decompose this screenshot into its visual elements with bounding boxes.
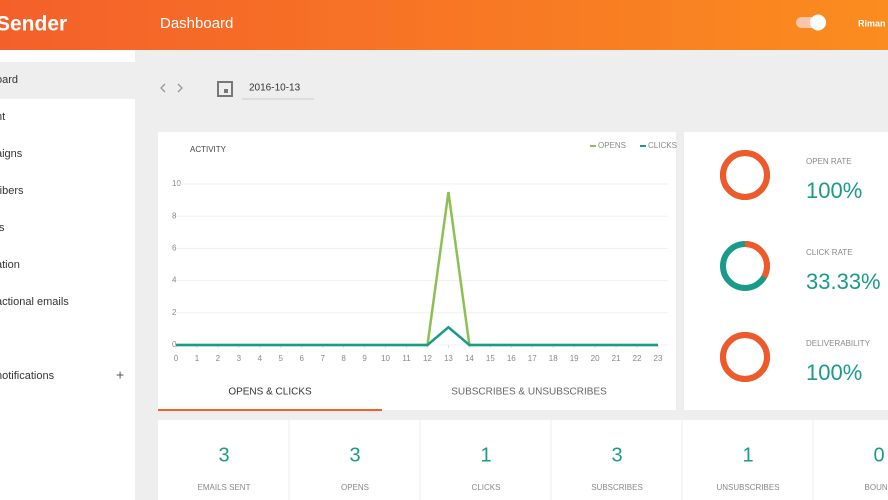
gauge-arc [720,241,770,291]
x-tick-label: 1 [195,354,200,363]
stat-label: UNSUBSCRIBES [716,483,779,492]
y-tick-label: 6 [172,244,177,253]
stat-value: 3 [349,444,360,466]
x-tick-label: 6 [300,354,305,363]
x-tick-label: 8 [341,354,346,363]
rate-label: CLICK RATE [806,248,853,257]
sidebar-item[interactable]: nt [0,111,5,123]
x-tick-label: 9 [362,354,367,363]
sidebar-item[interactable]: aigns [0,148,23,160]
rate-value: 33.33% [806,269,881,294]
gauge-arc [720,332,770,382]
stat-label: EMAILS SENT [198,483,251,492]
stat-value: 3 [218,444,229,466]
stat-label: BOUNC [865,483,888,492]
stat-label: CLICKS [472,483,501,492]
page-title: Dashboard [160,15,233,32]
x-tick-label: 17 [528,354,537,363]
sidebar-item[interactable]: ts [0,222,5,234]
sidebar-item[interactable]: actional emails [0,296,69,308]
sidebar-item[interactable]: notifications [0,370,55,382]
rates-card [684,132,888,410]
x-tick-label: 20 [591,354,600,363]
next-button[interactable] [177,83,183,93]
y-tick-label: 2 [172,308,177,317]
x-tick-label: 10 [381,354,390,363]
rate-value: 100% [806,178,862,203]
legend-label: CLICKS [648,141,677,150]
x-tick-label: 2 [216,354,221,363]
stat-value: 1 [480,444,491,466]
x-tick-label: 15 [486,354,495,363]
y-tick-label: 4 [172,276,177,285]
stat-value: 3 [611,444,622,466]
x-tick-label: 13 [444,354,453,363]
x-tick-label: 22 [633,354,642,363]
toggle-knob[interactable] [810,14,826,31]
date-field[interactable]: 2016-10-13 [249,83,301,94]
sidebar-menu: oard nt aigns ribers ts ation actional emails [0,74,69,308]
brand[interactable]: Sender [0,13,67,36]
chart-card [158,132,676,410]
y-tick-label: 8 [172,211,177,220]
stat-value: 0 [873,444,884,466]
user-name[interactable]: Riman [858,18,886,28]
rate-value: 100% [806,360,862,385]
stat-value: 1 [742,444,753,466]
x-tick-label: 12 [423,354,432,363]
sidebar [0,50,135,500]
x-tick-label: 11 [402,354,411,363]
series-line [176,325,658,347]
calendar-icon-dot [224,89,228,93]
stat-label: SUBSCRIBES [591,483,643,492]
chart-title: ACTIVITY [190,145,227,154]
sidebar-item[interactable]: ation [0,259,20,271]
legend-label: OPENS [598,141,626,150]
header-bar [0,0,888,50]
expand-button[interactable]: + [116,367,124,383]
x-tick-label: 14 [465,354,474,363]
x-tick-label: 5 [279,354,284,363]
x-tick-label: 18 [549,354,558,363]
x-tick-label: 7 [320,354,325,363]
x-tick-label: 4 [258,354,263,363]
rate-label: OPEN RATE [806,157,852,166]
tab[interactable]: OPENS & CLICKS [228,387,312,398]
x-tick-label: 3 [237,354,242,363]
sidebar-active [0,62,135,99]
y-tick-label: 0 [172,340,177,349]
stats-card [158,420,888,500]
rate-label: DELIVERABILITY [806,339,871,348]
x-tick-label: 23 [654,354,663,363]
tab[interactable]: SUBSCRIBES & UNSUBSCRIBES [451,387,607,398]
x-tick-label: 0 [174,354,179,363]
sidebar-item[interactable]: oard [0,74,18,86]
gauge-arc [720,150,770,200]
sidebar-item[interactable]: ribers [0,185,24,197]
x-tick-label: 19 [570,354,579,363]
x-tick-label: 21 [612,354,621,363]
prev-button[interactable] [160,83,166,93]
x-tick-label: 16 [507,354,516,363]
stat-label: OPENS [341,483,369,492]
calendar-icon[interactable] [217,81,233,97]
